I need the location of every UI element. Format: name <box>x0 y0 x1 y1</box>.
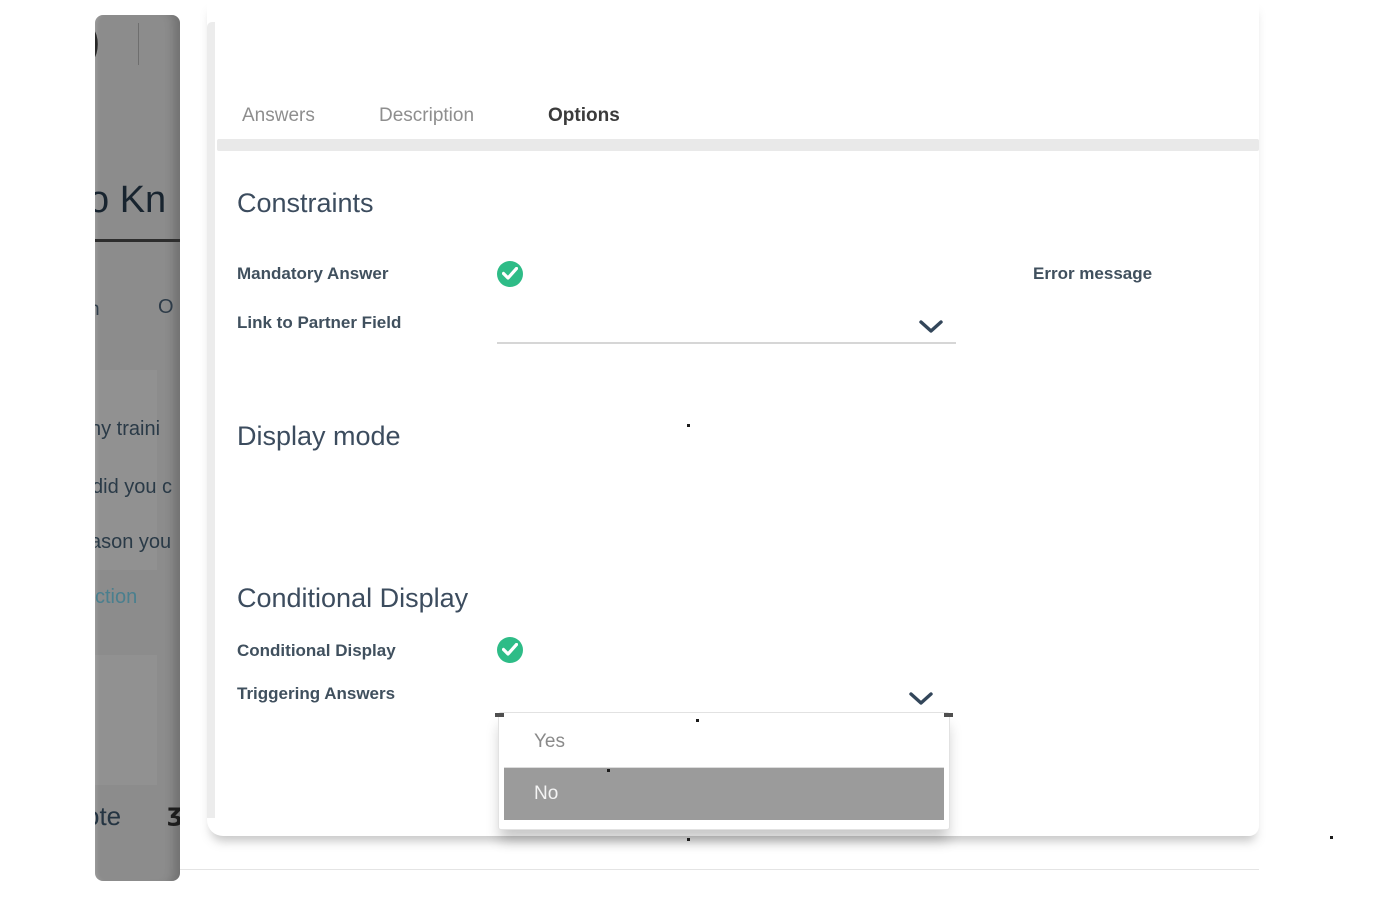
artifact-dot <box>1330 836 1333 839</box>
background-title-underline <box>95 239 180 242</box>
dropdown-handle <box>944 713 953 717</box>
background-patch <box>95 655 157 785</box>
background-question-fragment: ny traini <box>95 418 161 440</box>
background-logo-fragment: ) <box>95 21 100 64</box>
background-bottom-text-fragment: ote <box>95 801 122 831</box>
chevron-down-icon[interactable] <box>908 691 934 711</box>
background-question-fragment: ason you <box>95 531 172 553</box>
link-to-partner-field-label: Link to Partner Field <box>237 313 402 332</box>
background-patch <box>95 370 157 570</box>
background-section-link-fragment: ction <box>95 586 138 608</box>
chevron-down-icon[interactable] <box>918 319 944 339</box>
dialog-left-edge <box>207 22 215 818</box>
background-question-fragment: did you c <box>95 476 173 498</box>
dropdown-option-yes[interactable]: Yes <box>504 716 944 768</box>
conditional-display-label: Conditional Display <box>237 641 396 660</box>
mandatory-answer-checkbox[interactable] <box>497 261 523 287</box>
background-bottom-glyph: ʒ <box>167 798 180 827</box>
display-mode-section-title: Display mode <box>237 421 401 451</box>
page-bottom-divider <box>180 869 1259 870</box>
constraints-section-title: Constraints <box>237 188 374 218</box>
error-message-label: Error message <box>1033 264 1153 283</box>
dropdown-option-list: Yes No <box>504 716 944 820</box>
triggering-answers-dropdown: Yes No <box>495 712 953 830</box>
question-options-dialog: Answers Description Options Constraints … <box>207 0 1259 836</box>
artifact-dot <box>696 719 699 722</box>
dropdown-handle <box>495 713 504 717</box>
artifact-dot <box>607 769 610 772</box>
triggering-answers-label: Triggering Answers <box>237 684 396 703</box>
background-page-title-fragment: o Kn <box>95 179 167 221</box>
conditional-display-section-title: Conditional Display <box>237 583 469 613</box>
background-page-strip: ) o Kn n O ny traini did you c ason you … <box>95 15 180 881</box>
tab-description[interactable]: Description <box>379 105 475 126</box>
artifact-dot <box>687 838 690 841</box>
conditional-display-checkbox[interactable] <box>497 637 523 663</box>
tabbar-underline-right <box>658 139 1259 151</box>
check-icon <box>502 643 518 656</box>
dropdown-option-no[interactable]: No <box>504 768 944 820</box>
background-tab-fragment: n <box>95 299 100 321</box>
mandatory-answer-label: Mandatory Answer <box>237 264 389 283</box>
tab-options[interactable]: Options <box>548 105 620 126</box>
tabbar-underline-left <box>217 139 720 151</box>
link-to-partner-field-select[interactable] <box>497 318 956 344</box>
tab-answers[interactable]: Answers <box>242 105 315 126</box>
background-tab-fragment: O <box>158 296 174 318</box>
background-divider-line <box>138 23 139 65</box>
check-icon <box>502 267 518 280</box>
artifact-dot <box>687 424 690 427</box>
